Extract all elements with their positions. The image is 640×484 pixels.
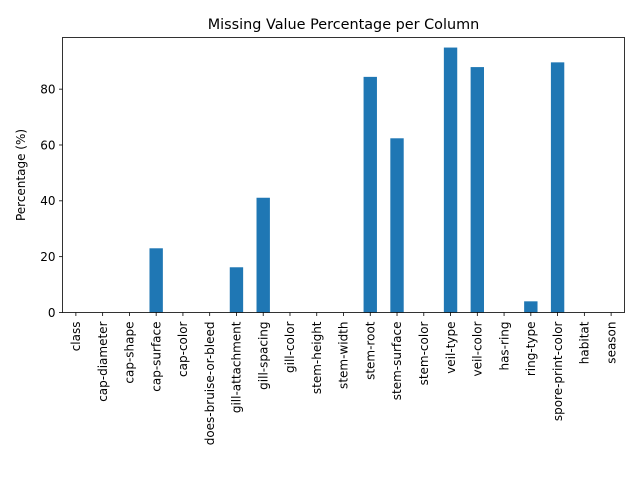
y-tick-label: 0 [48, 306, 56, 320]
bar-veil-color [471, 67, 484, 312]
x-tick-label: veil-type [444, 322, 458, 374]
x-tick-label: stem-width [337, 322, 351, 389]
bar-ring-type [524, 301, 537, 312]
bar-gill-spacing [257, 198, 270, 313]
y-axis-ticks: 0 20 40 60 80 [40, 82, 62, 319]
bars-layer [149, 48, 564, 313]
bar-veil-type [444, 48, 457, 313]
x-tick-label: gill-spacing [256, 322, 270, 390]
x-tick-label: does-bruise-or-bleed [203, 322, 217, 446]
x-tick-label: stem-height [310, 321, 324, 394]
y-axis-title: Percentage (%) [14, 129, 28, 221]
x-axis-ticks: class cap-diameter cap-shape cap-surface cap… [69, 313, 618, 446]
x-tick-label: gill-color [283, 321, 297, 373]
x-tick-label: ring-type [524, 322, 538, 377]
x-tick-label: stem-surface [390, 322, 404, 401]
bar-gill-attachment [230, 267, 243, 312]
x-tick-label: stem-color [417, 321, 431, 385]
x-tick-label: stem-root [363, 321, 377, 380]
plot-frame [63, 38, 625, 313]
bar-spore-print-color [551, 62, 564, 312]
x-tick-label: veil-color [471, 321, 485, 376]
y-tick-label: 40 [40, 194, 55, 208]
x-tick-label: class [69, 322, 83, 352]
x-tick-label: habitat [578, 321, 592, 364]
x-tick-label: cap-surface [149, 322, 163, 392]
x-tick-label: has-ring [497, 322, 511, 371]
x-tick-label: spore-print-color [551, 321, 565, 421]
x-tick-label: cap-shape [123, 322, 137, 384]
bar-stem-surface [390, 138, 403, 312]
y-tick-label: 60 [40, 138, 55, 152]
x-tick-label: gill-attachment [230, 321, 244, 413]
y-tick-label: 20 [40, 250, 55, 264]
chart-title: Missing Value Percentage per Column [208, 17, 479, 33]
bar-stem-root [364, 77, 377, 313]
x-tick-label: cap-color [176, 321, 190, 377]
x-tick-label: cap-diameter [96, 321, 110, 401]
y-tick-label: 80 [40, 82, 55, 96]
bar-cap-surface [149, 248, 162, 312]
x-tick-label: season [604, 322, 618, 364]
